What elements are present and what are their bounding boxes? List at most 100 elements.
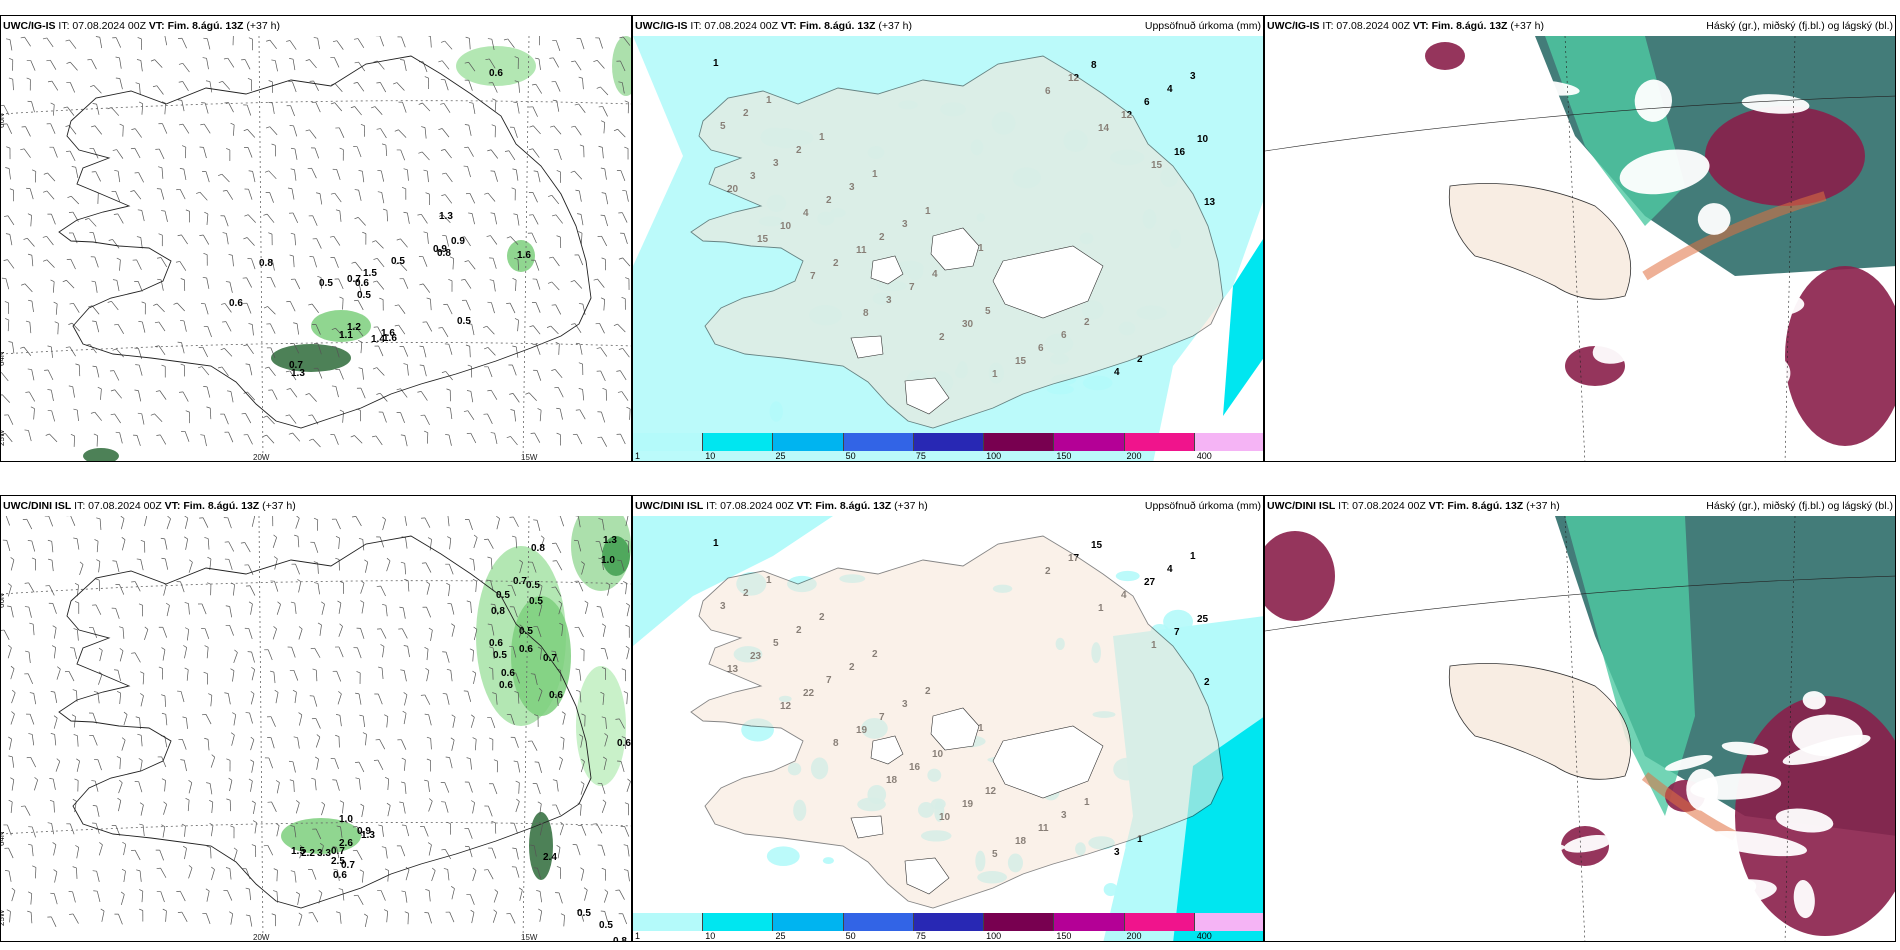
wind-barb-flag <box>263 306 268 309</box>
wind-barb-flag <box>600 120 605 123</box>
wind-barb-flag <box>534 714 539 717</box>
wind-barb-flag <box>431 867 436 871</box>
wind-barb-flag <box>223 57 228 60</box>
wind-barb <box>381 825 384 837</box>
wind-value-label: 0.8 <box>531 543 545 554</box>
wind-barb-flag <box>492 692 497 695</box>
wind-barb-flag <box>581 561 585 565</box>
colorbar-tick: 25 <box>775 931 786 941</box>
wind-barb <box>427 232 429 244</box>
map-canvas[interactable]: 0.6 0.8 0.6 0.5 0.7 0.5 0.6 0.5 1.3 0.9 0.9 0.8 1.6 0… <box>1 36 631 461</box>
wind-barb <box>30 893 33 905</box>
wind-barb-flag <box>32 865 37 868</box>
wind-barb <box>536 370 542 381</box>
wind-barb-flag <box>115 431 120 434</box>
wind-barb <box>164 103 167 115</box>
wind-barb-flag <box>419 283 424 286</box>
map-canvas[interactable]: 1111112223223343644532245686103411730151… <box>633 36 1263 461</box>
wind-barb <box>268 366 276 377</box>
map-canvas[interactable] <box>1265 36 1895 461</box>
colorbar: 1 10 25 50 75 100 150 200 400 <box>633 433 1263 461</box>
wind-barb <box>467 410 475 421</box>
map-canvas[interactable] <box>1265 516 1895 941</box>
wind-barb <box>562 713 566 725</box>
colorbar-tick: 10 <box>705 451 716 461</box>
wind-barb-flag <box>177 99 182 101</box>
wind-barb-flag <box>180 278 185 281</box>
wind-barb-flag <box>354 189 359 191</box>
wind-barb <box>51 346 53 358</box>
wind-barb <box>226 233 229 245</box>
wind-barb-flag <box>119 779 123 784</box>
wind-barb-flag <box>428 627 433 631</box>
wind-barb-flag <box>110 389 115 392</box>
colorbar-tick: 200 <box>1126 931 1142 941</box>
wind-barb <box>532 214 539 225</box>
wind-barb-flag <box>203 386 208 388</box>
wind-barb-flag <box>556 845 561 848</box>
wind-barb <box>76 410 79 422</box>
wind-barb-flag <box>396 238 401 241</box>
wind-barb-flag <box>400 434 405 436</box>
wind-barb <box>117 171 121 183</box>
wind-barb <box>248 189 253 200</box>
wind-barb <box>96 366 100 378</box>
wind-barb-flag <box>203 671 208 674</box>
wind-barb-flag <box>538 908 542 912</box>
wind-barb <box>140 695 144 707</box>
wind-barb <box>29 188 34 200</box>
wind-barb-flag <box>625 277 630 280</box>
wind-barb <box>338 646 344 658</box>
wind-barb <box>334 257 339 268</box>
wind-barb-flag <box>510 409 515 411</box>
wind-barb-flag <box>136 558 141 560</box>
wind-barb <box>603 122 606 134</box>
wind-barb-flag <box>440 149 445 151</box>
wind-barb <box>294 692 297 704</box>
wind-barb <box>405 825 410 837</box>
wind-barb <box>166 605 170 617</box>
wind-barb-flag <box>92 365 97 368</box>
wind-barb-flag <box>75 363 80 366</box>
wind-barb-flag <box>51 645 56 648</box>
wind-barb-flag <box>622 189 627 192</box>
wind-barb-flag <box>93 691 98 693</box>
wind-barb-flag <box>487 149 492 152</box>
wind-barb-flag <box>139 802 144 806</box>
wind-barb <box>449 538 452 550</box>
wind-barb <box>28 652 31 664</box>
wind-barb <box>387 805 391 817</box>
wind-barb-flag <box>317 622 322 626</box>
wind-barb <box>35 867 37 879</box>
wind-barb-flag <box>224 692 229 694</box>
wind-barb <box>355 516 362 527</box>
wind-barb <box>556 560 563 571</box>
wind-barb-flag <box>616 370 621 372</box>
wind-barb <box>276 891 279 903</box>
wind-barb <box>515 866 520 878</box>
wind-barb <box>29 322 32 334</box>
wind-barb <box>580 783 585 795</box>
wind-barb-flag <box>426 736 431 739</box>
wind-barb <box>617 128 626 138</box>
wind-barb <box>339 912 342 924</box>
wind-barb-flag <box>492 98 497 101</box>
wind-barb <box>382 412 387 423</box>
wind-barb <box>509 303 516 314</box>
wind-barb-flag <box>468 102 474 104</box>
wind-barb <box>203 147 207 159</box>
wind-barb-flag <box>625 624 630 628</box>
wind-barb <box>142 321 146 333</box>
wind-barb <box>555 214 563 224</box>
wind-barb-flag <box>4 301 9 304</box>
wind-barb <box>581 825 587 836</box>
wind-barb <box>404 563 407 575</box>
wind-barb <box>203 234 210 245</box>
map-canvas[interactable]: 1122212111222311334357710121115272523221… <box>633 516 1263 941</box>
map-canvas[interactable]: 1.3 1.0 0.8 0.7 0.5 0.5 0.5 0.8 0.5 0.6 0.5 0.6 0.7 0… <box>1 516 631 941</box>
wind-barb <box>292 432 301 442</box>
wind-barb <box>249 364 253 376</box>
wind-barb <box>469 193 476 204</box>
wind-barb-flag <box>446 388 451 391</box>
wind-barb <box>183 320 187 332</box>
